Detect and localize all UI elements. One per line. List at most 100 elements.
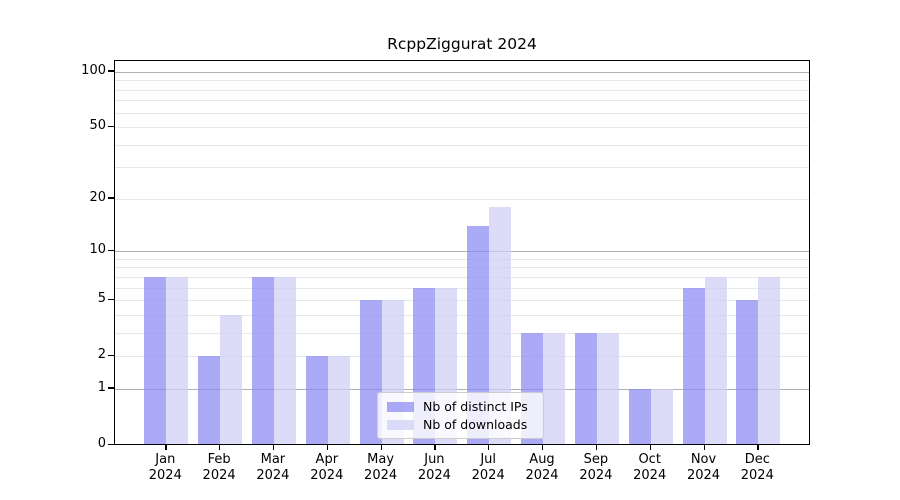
x-tick-year: 2024 [364, 467, 398, 483]
x-tick-month: Apr [315, 452, 339, 467]
y-tick-mark-10 [108, 249, 114, 251]
bar-mar-distinct-ips [251, 276, 274, 444]
chart-title: RcppZiggurat 2024 [387, 35, 537, 53]
x-tick-year: 2024 [471, 467, 505, 483]
bar-jul-downloads [489, 206, 512, 444]
x-tick-month: Oct [638, 452, 661, 467]
gridline-minor-80 [115, 89, 809, 91]
x-tick-month: Jan [155, 452, 176, 467]
x-tick-mark-feb [219, 445, 221, 450]
x-tick-year: 2024 [310, 467, 344, 483]
x-tick-label-jul: Jul 2024 [457, 452, 519, 483]
y-tick-label-10: 10 [89, 242, 106, 258]
y-tick-mark-100 [108, 70, 114, 72]
gridline-minor-50 [115, 127, 809, 129]
x-tick-mark-apr [326, 445, 329, 450]
y-tick-mark-50 [108, 125, 114, 127]
x-tick-year: 2024 [633, 467, 667, 483]
x-tick-year: 2024 [148, 467, 182, 483]
bar-jan-distinct-ips [144, 276, 167, 444]
x-tick-label-apr: Apr 2024 [296, 452, 358, 483]
legend-entry-distinct-ips: Nb of distinct IPs [387, 399, 534, 414]
x-tick-label-may: May 2024 [350, 452, 412, 483]
gridline-minor-2 [115, 356, 809, 358]
bar-feb-distinct-ips [198, 356, 221, 444]
x-tick-month: Mar [260, 452, 286, 467]
x-tick-label-aug: Aug 2024 [511, 452, 573, 483]
y-tick-label-50: 50 [89, 118, 106, 134]
gridline-major-10 [115, 251, 809, 253]
y-tick-mark-5 [108, 298, 114, 300]
x-tick-year: 2024 [740, 467, 774, 483]
bar-dec-distinct-ips [736, 300, 759, 444]
gridline-minor-5 [115, 300, 809, 302]
gridline-minor-30 [115, 167, 809, 169]
x-tick-mark-may [380, 445, 382, 450]
x-tick-mark-aug [542, 445, 544, 450]
gridline-minor-3 [115, 332, 809, 334]
x-tick-mark-jun [434, 445, 436, 450]
x-tick-month: May [367, 452, 395, 467]
bar-dec-downloads [758, 276, 781, 444]
bar-oct-distinct-ips [628, 388, 651, 444]
x-tick-year: 2024 [256, 467, 290, 483]
x-tick-month: Nov [690, 452, 717, 467]
y-tick-label-0: 0 [97, 436, 106, 451]
y-tick-mark-2 [108, 354, 114, 356]
bar-jul-distinct-ips [467, 226, 490, 444]
x-tick-year: 2024 [525, 467, 559, 483]
x-tick-month: Jun [424, 452, 445, 467]
x-tick-mark-mar [272, 445, 275, 450]
legend-label-distinct-ips: Nb of distinct IPs [423, 399, 528, 414]
x-tick-month: Aug [529, 452, 555, 467]
bar-nov-downloads [704, 276, 727, 444]
y-tick-label-100: 100 [81, 62, 106, 78]
y-tick-label-20: 20 [89, 189, 106, 205]
bar-feb-downloads [220, 314, 243, 444]
x-tick-label-nov: Nov 2024 [673, 452, 735, 483]
x-tick-label-feb: Feb 2024 [188, 452, 250, 483]
x-tick-label-sep: Sep 2024 [565, 452, 627, 483]
x-tick-mark-sep [595, 445, 598, 450]
bar-mar-downloads [273, 276, 296, 444]
x-tick-year: 2024 [579, 467, 613, 483]
gridline-minor-20 [115, 198, 809, 200]
gridline-minor-9 [115, 258, 809, 260]
x-tick-month: Dec [744, 452, 770, 467]
legend-swatch-distinct-ips [387, 401, 414, 412]
bar-apr-distinct-ips [305, 356, 328, 444]
gridline-major-100 [115, 71, 809, 73]
x-tick-label-dec: Dec 2024 [726, 452, 788, 483]
bar-apr-downloads [327, 356, 350, 444]
gridline-major-1 [115, 388, 809, 390]
x-tick-mark-jan [165, 445, 167, 450]
bar-jan-downloads [166, 276, 189, 444]
x-tick-month: Jul [480, 452, 497, 467]
x-tick-label-mar: Mar 2024 [242, 452, 304, 483]
y-tick-label-1: 1 [97, 379, 106, 395]
y-tick-label-2: 2 [97, 347, 106, 363]
x-tick-month: Feb [207, 452, 231, 467]
gridline-minor-4 [115, 314, 809, 316]
x-tick-mark-dec [757, 445, 759, 450]
x-tick-month: Sep [583, 452, 609, 467]
gridline-minor-8 [115, 267, 809, 269]
gridline-minor-40 [115, 144, 809, 146]
gridline-minor-7 [115, 276, 809, 278]
y-tick-mark-20 [108, 197, 114, 199]
x-tick-label-jun: Jun 2024 [403, 452, 465, 483]
gridline-minor-6 [115, 287, 809, 289]
bar-oct-downloads [650, 388, 673, 444]
x-tick-label-jan: Jan 2024 [134, 452, 196, 483]
bar-may-distinct-ips [359, 300, 382, 444]
gridline-minor-60 [115, 112, 809, 114]
y-tick-mark-1 [108, 387, 114, 389]
bar-aug-downloads [543, 332, 565, 444]
x-tick-mark-jul [488, 445, 490, 450]
x-tick-year: 2024 [417, 467, 451, 483]
legend: Nb of distinct IPs Nb of downloads [377, 392, 544, 439]
gridline-minor-90 [115, 80, 809, 82]
bar-nov-distinct-ips [682, 287, 705, 444]
bar-sep-downloads [596, 332, 619, 444]
